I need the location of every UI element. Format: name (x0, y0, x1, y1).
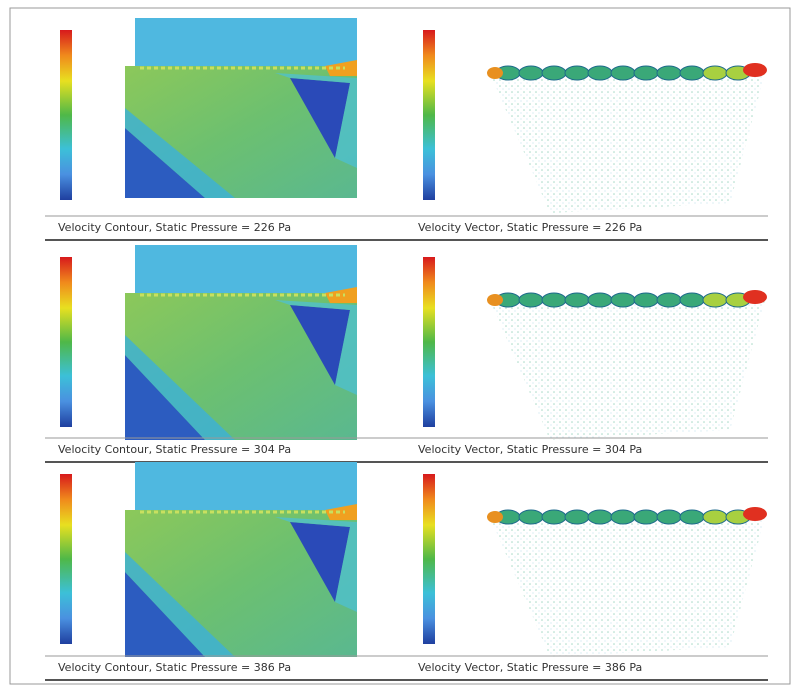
colorbar (60, 257, 72, 427)
contour-caption: Velocity Contour, Static Pressure = 386 … (58, 661, 291, 674)
vector-inlet (487, 511, 503, 523)
vector-jet (633, 509, 659, 525)
vector-caption: Velocity Vector, Static Pressure = 226 P… (418, 221, 642, 234)
contour-low-left (125, 108, 235, 198)
contour-low-left (125, 335, 235, 440)
vector-jet (541, 292, 567, 308)
vector-spray (490, 73, 765, 213)
contour-right (275, 517, 357, 612)
vector-jet (610, 509, 636, 525)
contour-right (275, 73, 357, 168)
vector-caption: Velocity Vector, Static Pressure = 304 P… (418, 443, 642, 456)
contour-top (135, 245, 357, 293)
colorbar (423, 257, 435, 427)
vector-jet (679, 509, 705, 525)
vector-jet (656, 65, 682, 81)
contour-right (290, 78, 350, 158)
vector-outlet (743, 290, 767, 304)
contour-top (135, 462, 357, 510)
vector-jet (541, 65, 567, 81)
vector-jet (518, 509, 544, 525)
contour-low-left (125, 552, 235, 657)
contour-right (290, 522, 350, 602)
vector-spray (490, 517, 765, 657)
vector-jet (633, 292, 659, 308)
vector-outlet (743, 507, 767, 521)
panel-row: Velocity Contour, Static Pressure = 304 … (45, 245, 768, 463)
vector-caption: Velocity Vector, Static Pressure = 386 P… (418, 661, 642, 674)
vector-jet (679, 65, 705, 81)
vector-jet (541, 509, 567, 525)
colorbar (423, 474, 435, 644)
vector-jet (656, 292, 682, 308)
colorbar (60, 30, 72, 200)
contour-caption: Velocity Contour, Static Pressure = 304 … (58, 443, 291, 456)
vector-inlet (487, 67, 503, 79)
vector-jet (610, 292, 636, 308)
vector-inlet (487, 294, 503, 306)
frame (9, 7, 791, 685)
vector-jet (702, 65, 728, 81)
vector-jet (656, 509, 682, 525)
vector-jet (702, 509, 728, 525)
panel-row: Velocity Contour, Static Pressure = 226 … (45, 18, 768, 241)
vector-jet (564, 292, 590, 308)
contour-top (135, 18, 357, 66)
vector-jet (679, 292, 705, 308)
contour-inlet (325, 287, 357, 303)
vector-jet (587, 65, 613, 81)
vector-jet (564, 65, 590, 81)
vector-jet (587, 509, 613, 525)
rows: Velocity Contour, Static Pressure = 226 … (45, 18, 768, 681)
vector-jet (564, 509, 590, 525)
vector-spray (490, 300, 765, 440)
panel-row: Velocity Contour, Static Pressure = 386 … (45, 462, 768, 681)
vector-jet (587, 292, 613, 308)
vector-jet (702, 292, 728, 308)
vector-jet (518, 292, 544, 308)
colorbar (423, 30, 435, 200)
contour-caption: Velocity Contour, Static Pressure = 226 … (58, 221, 291, 234)
contour-inlet (325, 60, 357, 76)
contour-right (275, 300, 357, 395)
contour-inlet (325, 504, 357, 520)
contour-right (290, 305, 350, 385)
vector-jet (610, 65, 636, 81)
vector-jet (633, 65, 659, 81)
colorbar (60, 474, 72, 644)
vector-outlet (743, 63, 767, 77)
vector-jet (518, 65, 544, 81)
